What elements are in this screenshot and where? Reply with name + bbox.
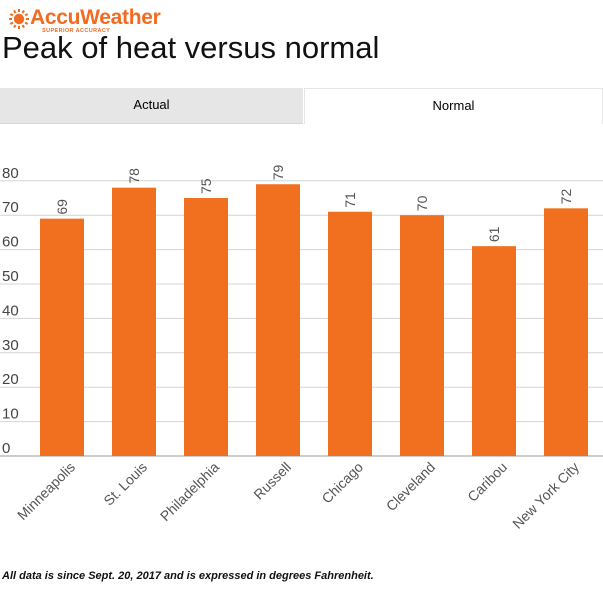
y-tick-label: 60 — [2, 234, 19, 251]
data-label: 75 — [198, 178, 214, 194]
category-label: Philadelphia — [157, 459, 222, 524]
tab-normal[interactable]: Normal — [304, 88, 603, 124]
data-label: 78 — [126, 168, 142, 184]
sun-ray — [24, 21, 29, 25]
brand-logo: AccuWeather SUPERIOR ACCURACY — [8, 6, 208, 36]
data-label: 72 — [558, 189, 574, 205]
category-label: St. Louis — [100, 459, 150, 509]
sun-ray — [9, 21, 14, 25]
category-label: Caribou — [464, 459, 510, 505]
y-tick-label: 10 — [2, 406, 19, 423]
y-tick-label: 20 — [2, 371, 19, 388]
data-label: 71 — [342, 192, 358, 208]
page-title: Peak of heat versus normal — [2, 30, 380, 65]
sun-ray — [21, 24, 25, 29]
y-tick-label: 80 — [2, 165, 19, 182]
bar[interactable] — [400, 215, 444, 456]
data-label: 69 — [54, 199, 70, 215]
y-tick-label: 70 — [2, 199, 19, 216]
data-label: 61 — [486, 226, 502, 242]
category-label: Minneapolis — [14, 459, 78, 523]
bar-chart: 0 10 20 30 40 50 60 70 80 69 Minneapolis 78 St. Loui… — [0, 164, 603, 532]
data-label: 79 — [270, 164, 286, 180]
bar[interactable] — [184, 198, 228, 456]
bar[interactable] — [328, 211, 372, 456]
sun-icon — [9, 9, 29, 29]
sun-ray — [21, 9, 25, 14]
footnote: All data is since Sept. 20, 2017 and is … — [2, 570, 374, 582]
category-label: Cleveland — [383, 459, 438, 514]
bar[interactable] — [40, 218, 84, 456]
y-tick-label: 40 — [2, 302, 19, 319]
brand-name: AccuWeather — [30, 6, 161, 29]
tab-actual[interactable]: Actual — [0, 88, 303, 124]
y-tick-label: 30 — [2, 337, 19, 354]
bar[interactable] — [544, 208, 588, 456]
category-label: Russell — [250, 459, 294, 503]
sun-ray — [9, 13, 14, 17]
sun-ray — [24, 13, 29, 17]
sun-ray — [13, 9, 17, 14]
y-tick-label: 0 — [2, 440, 10, 457]
data-label: 70 — [414, 195, 430, 211]
bar[interactable] — [112, 187, 156, 456]
tab-bar: Actual Normal — [0, 88, 603, 124]
y-tick-label: 50 — [2, 268, 19, 285]
category-label: Chicago — [318, 459, 366, 507]
brand-tagline: SUPERIOR ACCURACY — [42, 28, 111, 34]
bar[interactable] — [256, 184, 300, 457]
category-label: New York City — [509, 459, 582, 532]
bar[interactable] — [472, 246, 516, 456]
sun-ray — [13, 24, 17, 29]
